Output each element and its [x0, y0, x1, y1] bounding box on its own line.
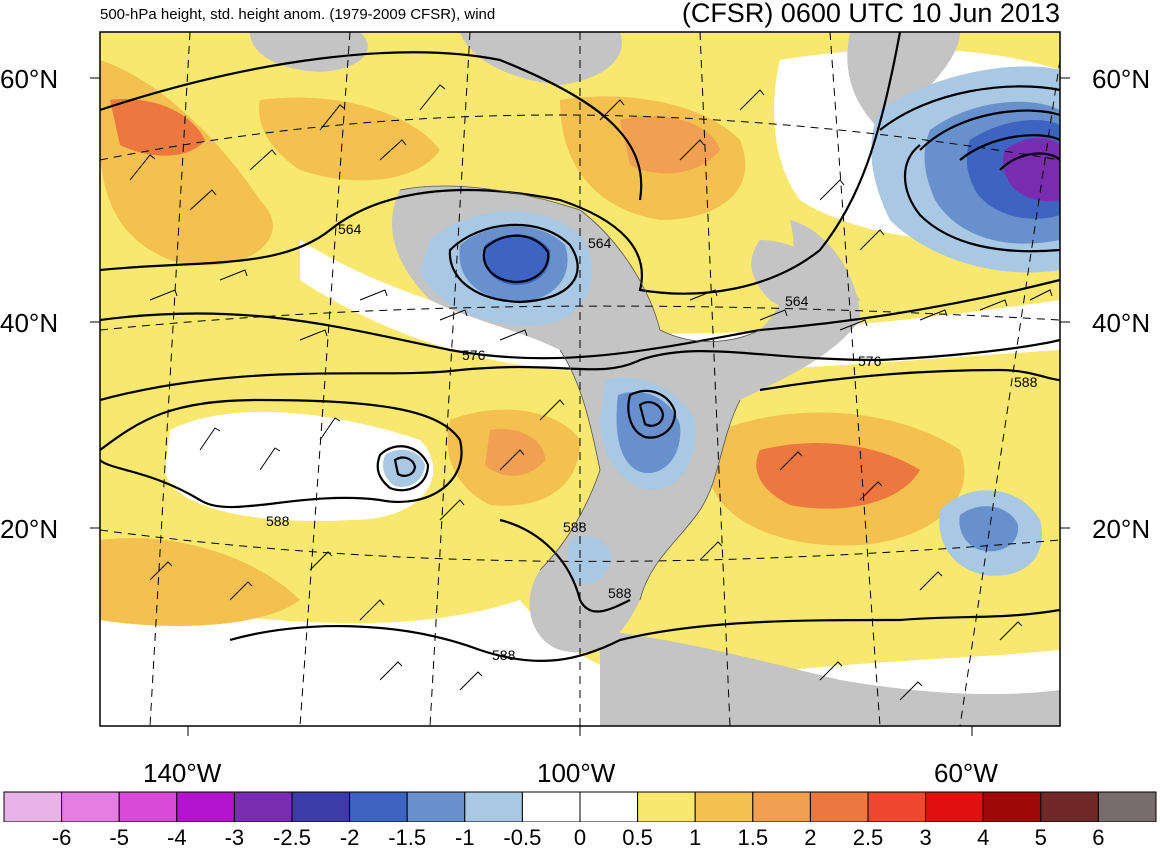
colorbar-tick-label: 5 — [1034, 825, 1047, 850]
wind-barbs — [129, 84, 1053, 701]
colorbar-tick-label: -4 — [167, 825, 187, 850]
colorbar-swatch — [61, 791, 120, 822]
colorbar — [3, 791, 1157, 822]
colorbar-tick-label: 2.5 — [852, 825, 884, 850]
contour-label: 564 — [785, 293, 809, 309]
contour-label: 564 — [588, 235, 612, 251]
map-subtitle: 500-hPa height, std. height anom. (1979-… — [100, 6, 496, 23]
lat-label-20n-left: 20°N — [0, 514, 59, 544]
graticule — [100, 32, 1060, 726]
colorbar-tick-label: 2 — [804, 825, 817, 850]
contour-label: 576 — [462, 347, 486, 363]
lat-label-60n-right: 60°N — [1092, 64, 1151, 94]
lon-label-140w: 140°W — [143, 758, 222, 788]
colorbar-tick-label: -1.5 — [388, 825, 427, 850]
colorbar-tick-label: 1.5 — [737, 825, 769, 850]
colorbar-swatch — [982, 791, 1042, 822]
contour-label: 588 — [266, 513, 290, 529]
colorbar-swatch — [406, 791, 466, 822]
contour-label: 576 — [858, 353, 882, 369]
colorbar-tick-label: 0.5 — [622, 825, 653, 850]
lon-label-60w: 60°W — [934, 758, 998, 788]
colorbar-swatch — [291, 791, 351, 822]
colorbar-swatch — [521, 791, 581, 822]
contour-label: 588 — [608, 585, 632, 601]
colorbar-tick-label: -3 — [224, 825, 245, 850]
colorbar-swatch — [694, 791, 754, 822]
colorbar-tick-label: -0.5 — [503, 825, 542, 850]
colorbar-tick-label: -6 — [51, 825, 72, 850]
colorbar-tick-label: -5 — [109, 825, 129, 850]
lat-label-40n-right: 40°N — [1092, 308, 1151, 338]
colorbar-tick-label: -1 — [455, 825, 475, 850]
coastlines — [399, 185, 761, 601]
colorbar-swatch — [176, 791, 235, 822]
map-title: (CFSR) 0600 UTC 10 Jun 2013 — [681, 0, 1060, 28]
lon-label-100w: 100°W — [537, 758, 616, 788]
colorbar-swatch — [1040, 791, 1099, 822]
colorbar-swatch — [637, 791, 696, 822]
colorbar-swatch — [867, 791, 927, 822]
colorbar-swatch — [233, 791, 293, 822]
contour-label: 564 — [338, 221, 362, 237]
lat-label-40n-left: 40°N — [0, 308, 59, 338]
tick-marks — [90, 77, 1070, 736]
colorbar-tick-label: 6 — [1092, 825, 1105, 850]
colorbar-swatch — [349, 791, 408, 822]
colorbar-swatch — [118, 791, 178, 822]
contour-label: 588 — [492, 647, 516, 663]
colorbar-tick-label: 0 — [573, 825, 587, 850]
weather-map: 564 564 564 576 576 588 588 588 588 588 — [90, 31, 1070, 736]
contour-label: 588 — [563, 519, 587, 535]
colorbar-swatch — [925, 791, 984, 822]
colorbar-swatch — [752, 791, 811, 822]
colorbar-tick-label: 1 — [689, 825, 702, 850]
colorbar-swatch — [1097, 791, 1157, 822]
contour-label: 588 — [1014, 374, 1038, 390]
colorbar-tick-label: 4 — [977, 825, 990, 850]
colorbar-swatch — [464, 791, 523, 822]
lat-label-60n-left: 60°N — [0, 64, 59, 94]
colorbar-tick-label: -2 — [339, 825, 360, 850]
colorbar-swatch — [579, 791, 639, 822]
lat-label-20n-right: 20°N — [1092, 514, 1151, 544]
colorbar-tick-label: -2.5 — [273, 825, 311, 850]
colorbar-swatch — [809, 791, 869, 822]
height-contours — [100, 32, 1060, 663]
colorbar-swatch — [3, 791, 63, 822]
colorbar-tick-label: 3 — [919, 825, 932, 850]
